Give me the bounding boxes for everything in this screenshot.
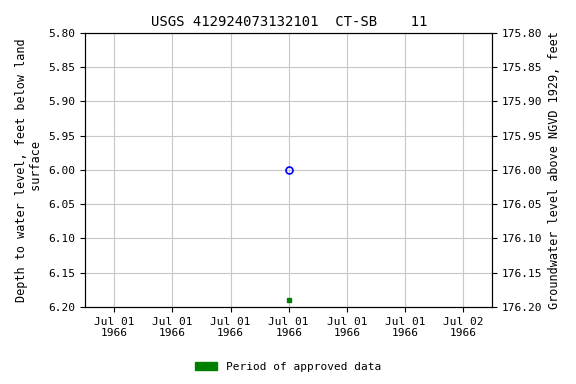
Title: USGS 412924073132101  CT-SB    11: USGS 412924073132101 CT-SB 11	[150, 15, 427, 29]
Y-axis label: Groundwater level above NGVD 1929, feet: Groundwater level above NGVD 1929, feet	[548, 31, 561, 309]
Y-axis label: Depth to water level, feet below land
 surface: Depth to water level, feet below land su…	[15, 38, 43, 302]
Legend: Period of approved data: Period of approved data	[191, 358, 385, 377]
